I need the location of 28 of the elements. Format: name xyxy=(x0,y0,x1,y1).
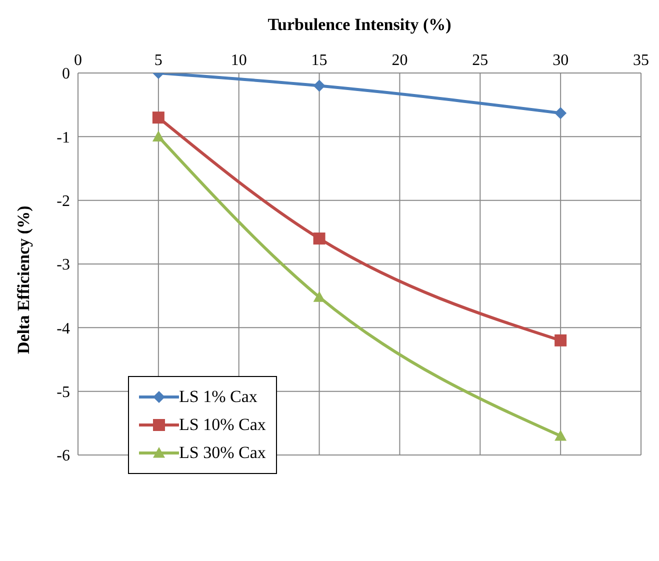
point xyxy=(152,112,164,124)
point xyxy=(313,80,326,92)
x-tick-label: 20 xyxy=(392,52,408,69)
legend-label: LS 30% Cax xyxy=(179,443,266,463)
point xyxy=(554,107,567,120)
y-tick-label: -5 xyxy=(56,384,70,402)
point xyxy=(554,334,567,346)
x-axis-title: Turbulence Intensity (%) xyxy=(268,15,452,34)
point xyxy=(554,430,567,441)
y-tick-label: -2 xyxy=(56,193,70,210)
x-tick-label: 35 xyxy=(633,52,649,69)
point xyxy=(152,130,164,142)
x-tick-label: 0 xyxy=(74,52,82,69)
y-tick-label: -4 xyxy=(56,320,70,338)
y-axis-title: Delta Efficiency (%) xyxy=(14,206,34,354)
legend-label: LS 10% Cax xyxy=(179,415,266,435)
x-tick-label: 25 xyxy=(472,52,488,69)
x-tick-label: 30 xyxy=(552,52,569,69)
x-tick-label: 10 xyxy=(230,52,247,69)
point xyxy=(313,291,326,302)
x-tick-label: 5 xyxy=(154,52,162,69)
y-tick-label: -6 xyxy=(56,448,70,465)
y-tick-label: 0 xyxy=(62,66,70,83)
y-tick-label: -3 xyxy=(56,256,70,274)
point xyxy=(313,232,326,245)
y-tick-label: -1 xyxy=(56,129,70,146)
x-tick-label: 15 xyxy=(311,52,328,69)
legend-label: LS 1% Cax xyxy=(179,387,258,407)
